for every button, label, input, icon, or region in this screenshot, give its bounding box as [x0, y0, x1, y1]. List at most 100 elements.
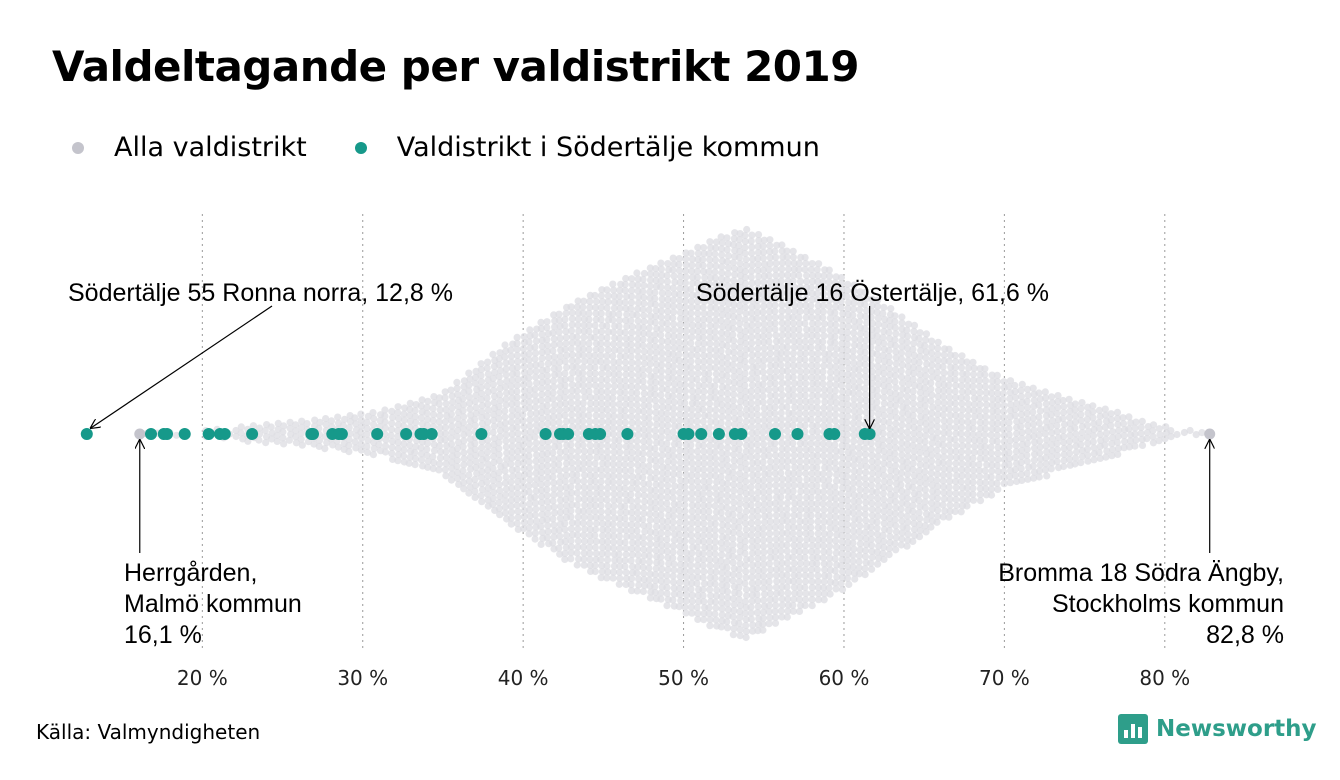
swarm-point	[669, 494, 677, 502]
swarm-point	[460, 461, 468, 469]
swarm-point	[651, 331, 659, 339]
swarm-point	[711, 502, 719, 510]
swarm-point	[357, 446, 365, 454]
swarm-point	[520, 519, 529, 527]
swarm-point	[657, 373, 666, 381]
swarm-point	[664, 422, 672, 430]
swarm-point	[537, 360, 545, 368]
swarm-point	[597, 484, 605, 492]
swarm-point	[681, 387, 690, 395]
swarm-point	[700, 580, 709, 588]
swarm-point	[639, 461, 647, 470]
swarm-point	[639, 341, 647, 350]
swarm-point	[466, 459, 474, 467]
swarm-point	[754, 231, 763, 239]
swarm-point	[484, 400, 492, 408]
swarm-point	[897, 373, 906, 381]
swarm-point	[705, 370, 713, 378]
swarm-point	[634, 293, 643, 301]
swarm-point	[532, 457, 540, 465]
swarm-point	[652, 547, 660, 555]
swarm-point	[616, 304, 624, 312]
swarm-point	[610, 496, 618, 504]
swarm-point	[723, 588, 732, 596]
swarm-point	[730, 439, 738, 447]
swarm-point	[514, 357, 522, 365]
swarm-point	[718, 401, 726, 409]
swarm-point	[705, 316, 713, 324]
swarm-point	[802, 259, 810, 268]
swarm-point	[435, 442, 444, 450]
swarm-point	[664, 506, 672, 514]
swarm-point	[712, 304, 720, 312]
swarm-point	[760, 344, 768, 352]
swarm-point	[503, 377, 511, 385]
swarm-point	[591, 363, 599, 372]
swarm-point	[549, 539, 557, 547]
swarm-point	[538, 354, 546, 362]
swarm-point	[609, 388, 618, 396]
swarm-point	[489, 500, 497, 508]
swarm-point	[753, 537, 761, 545]
swarm-point	[615, 316, 624, 324]
swarm-point	[681, 501, 689, 509]
swarm-point	[699, 256, 707, 264]
swarm-point	[772, 367, 780, 375]
swarm-point	[621, 328, 629, 337]
swarm-point	[357, 410, 365, 418]
x-tick-label: 30 %	[337, 666, 388, 690]
swarm-point	[694, 387, 702, 395]
swarm-point	[879, 549, 887, 558]
swarm-point	[513, 501, 521, 509]
swarm-point	[567, 507, 575, 515]
swarm-point	[442, 448, 450, 456]
swarm-point	[550, 353, 559, 361]
swarm-point	[627, 305, 635, 313]
swarm-point	[592, 537, 601, 546]
swarm-point	[759, 362, 767, 370]
swarm-point	[748, 321, 756, 329]
swarm-point	[579, 441, 587, 449]
swarm-point	[699, 262, 707, 270]
swarm-point	[723, 582, 731, 590]
swarm-point	[729, 403, 737, 411]
swarm-point	[292, 433, 300, 441]
swarm-point	[723, 306, 731, 314]
swarm-point	[495, 469, 503, 477]
swarm-point	[748, 351, 756, 359]
swarm-point	[568, 519, 577, 527]
swarm-point	[543, 462, 552, 470]
swarm-point	[754, 597, 762, 605]
swarm-point	[513, 363, 522, 371]
swarm-point	[735, 572, 743, 580]
swarm-point	[543, 480, 551, 488]
swarm-point	[694, 339, 703, 347]
swarm-point	[724, 312, 732, 320]
swarm-point	[670, 536, 679, 544]
swarm-point	[586, 441, 594, 449]
swarm-point	[513, 411, 522, 419]
swarm-point	[658, 415, 666, 423]
swarm-point	[568, 309, 576, 317]
swarm-point	[723, 318, 731, 326]
swarm-point	[682, 333, 690, 341]
swarm-point	[657, 535, 665, 543]
swarm-point	[657, 457, 665, 465]
swarm-point	[580, 357, 589, 365]
swarm-point	[400, 440, 408, 448]
swarm-point	[747, 519, 755, 527]
swarm-point	[629, 563, 637, 571]
swarm-point	[556, 532, 564, 540]
swarm-point	[525, 434, 534, 442]
swarm-point	[754, 345, 762, 353]
swarm-point	[603, 436, 612, 444]
swarm-point	[657, 433, 666, 441]
swarm-point	[687, 357, 695, 365]
swarm-point	[639, 335, 647, 344]
swarm-point	[1035, 401, 1043, 409]
swarm-point	[531, 529, 540, 537]
swarm-point	[503, 455, 511, 463]
swarm-point	[315, 442, 323, 450]
swarm-point	[664, 356, 673, 364]
swarm-point	[508, 412, 516, 420]
